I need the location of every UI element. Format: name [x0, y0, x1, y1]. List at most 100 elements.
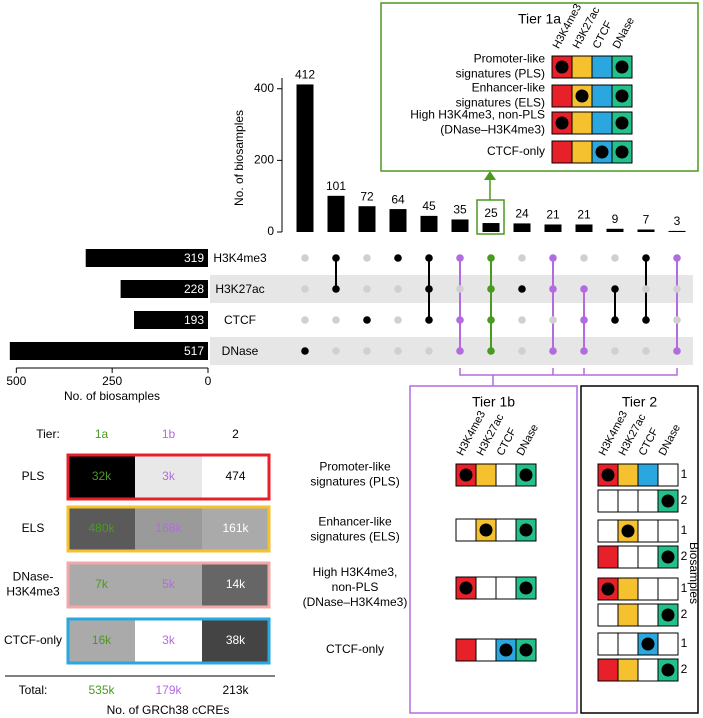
value-label: 412 — [295, 68, 315, 82]
mark-cell — [617, 545, 639, 569]
pattern-number: 2 — [681, 607, 688, 621]
cell-label: 474 — [225, 469, 245, 483]
mark-dot — [575, 89, 589, 103]
pattern-number: 1 — [681, 467, 688, 481]
matrix-dot-empty — [332, 316, 340, 324]
total-value: 179k — [155, 683, 182, 697]
row-label: CTCF-only — [326, 642, 384, 656]
matrix-dot — [580, 285, 588, 293]
row-label: H3K4me3 — [6, 585, 60, 599]
bar — [420, 215, 438, 232]
row-label: High H3K4me3, non-PLS — [410, 108, 545, 122]
value-label: 64 — [391, 192, 405, 206]
mark-cell — [657, 577, 679, 601]
matrix-dot — [673, 254, 681, 262]
mark-cell — [597, 603, 619, 627]
mark-cell — [551, 84, 573, 108]
row-label: (DNase–H3K4me3) — [440, 123, 545, 137]
set-label: CTCF — [224, 313, 256, 327]
set-label: DNase — [222, 344, 259, 358]
matrix-dot — [363, 316, 371, 324]
cell — [202, 455, 269, 499]
row-label: CTCF-only — [487, 144, 545, 158]
cell — [135, 507, 202, 551]
y-tick-label: 0 — [267, 224, 274, 238]
value-label: 9 — [612, 212, 619, 226]
matrix-dot — [611, 285, 619, 293]
matrix-dot — [456, 254, 464, 262]
pattern-number: 1 — [681, 581, 688, 595]
bar — [358, 206, 376, 232]
set-label: H3K27ac — [215, 282, 264, 296]
matrix-dot-empty — [394, 285, 402, 293]
matrix-dot — [673, 347, 681, 355]
cell — [68, 619, 135, 663]
matrix-dot-empty — [611, 254, 619, 262]
bar — [668, 230, 686, 232]
value-label: 21 — [546, 208, 560, 222]
mark-header: DNase — [515, 422, 541, 457]
mark-cell — [617, 632, 639, 656]
mark-cell — [571, 55, 593, 79]
pattern-number: 2 — [681, 493, 688, 507]
total-label: Total: — [19, 683, 48, 697]
mark-cell — [495, 576, 517, 600]
matrix-dot-empty — [301, 285, 309, 293]
mark-cell — [475, 576, 497, 600]
cell — [135, 563, 202, 607]
row-label: signatures (PLS) — [456, 67, 545, 81]
value-label: 3 — [674, 214, 681, 228]
matrix-dot — [487, 254, 495, 262]
x-tick-label: 250 — [102, 374, 122, 388]
mark-cell — [591, 111, 613, 135]
set-bar — [85, 249, 208, 267]
matrix-dot-empty — [673, 316, 681, 324]
matrix-dot — [425, 285, 433, 293]
mark-cell — [637, 577, 659, 601]
pattern-number: 2 — [681, 662, 688, 676]
matrix-dot — [487, 316, 495, 324]
row-label: signatures (ELS) — [456, 96, 545, 110]
total-value: 535k — [88, 683, 115, 697]
mark-dot — [479, 523, 493, 537]
mark-cell — [657, 632, 679, 656]
tier-title: Tier 2 — [622, 394, 657, 410]
column-label: 1b — [162, 427, 176, 441]
mark-cell — [571, 111, 593, 135]
value-label: 517 — [184, 344, 204, 358]
mark-dot — [555, 60, 569, 74]
cell — [202, 563, 269, 607]
matrix-dot-empty — [363, 285, 371, 293]
cell-label: 14k — [226, 577, 246, 591]
matrix-dot — [332, 285, 340, 293]
value-label: 72 — [360, 189, 374, 203]
cell-label: 38k — [226, 633, 246, 647]
row-label: Enhancer-like — [318, 515, 392, 529]
set-bar — [134, 311, 208, 329]
matrix-dot — [549, 285, 557, 293]
matrix-dot — [642, 254, 650, 262]
cell-label: 3k — [162, 469, 176, 483]
cell-label: 168k — [155, 521, 182, 535]
matrix-dot-empty — [363, 254, 371, 262]
y-tick-label: 400 — [254, 81, 274, 95]
matrix-dot-empty — [549, 316, 557, 324]
tier-panel — [380, 2, 699, 172]
set-bar — [120, 280, 208, 298]
row-label: CTCF-only — [4, 633, 62, 647]
pattern-number: 2 — [681, 549, 688, 563]
matrix-dot-empty — [642, 285, 650, 293]
mark-header: DNase — [657, 422, 683, 457]
mark-cell — [597, 632, 619, 656]
cell — [135, 619, 202, 663]
pattern-number: 1 — [681, 636, 688, 650]
mark-cell — [617, 658, 639, 682]
mark-dot — [641, 637, 655, 651]
row-label: High H3K4me3, — [313, 565, 398, 579]
mark-cell — [591, 55, 613, 79]
bar — [327, 195, 345, 232]
set-label: H3K4me3 — [213, 251, 267, 265]
mark-dot — [519, 643, 533, 657]
side-label: Biosamples — [687, 542, 701, 604]
bar — [637, 229, 655, 232]
